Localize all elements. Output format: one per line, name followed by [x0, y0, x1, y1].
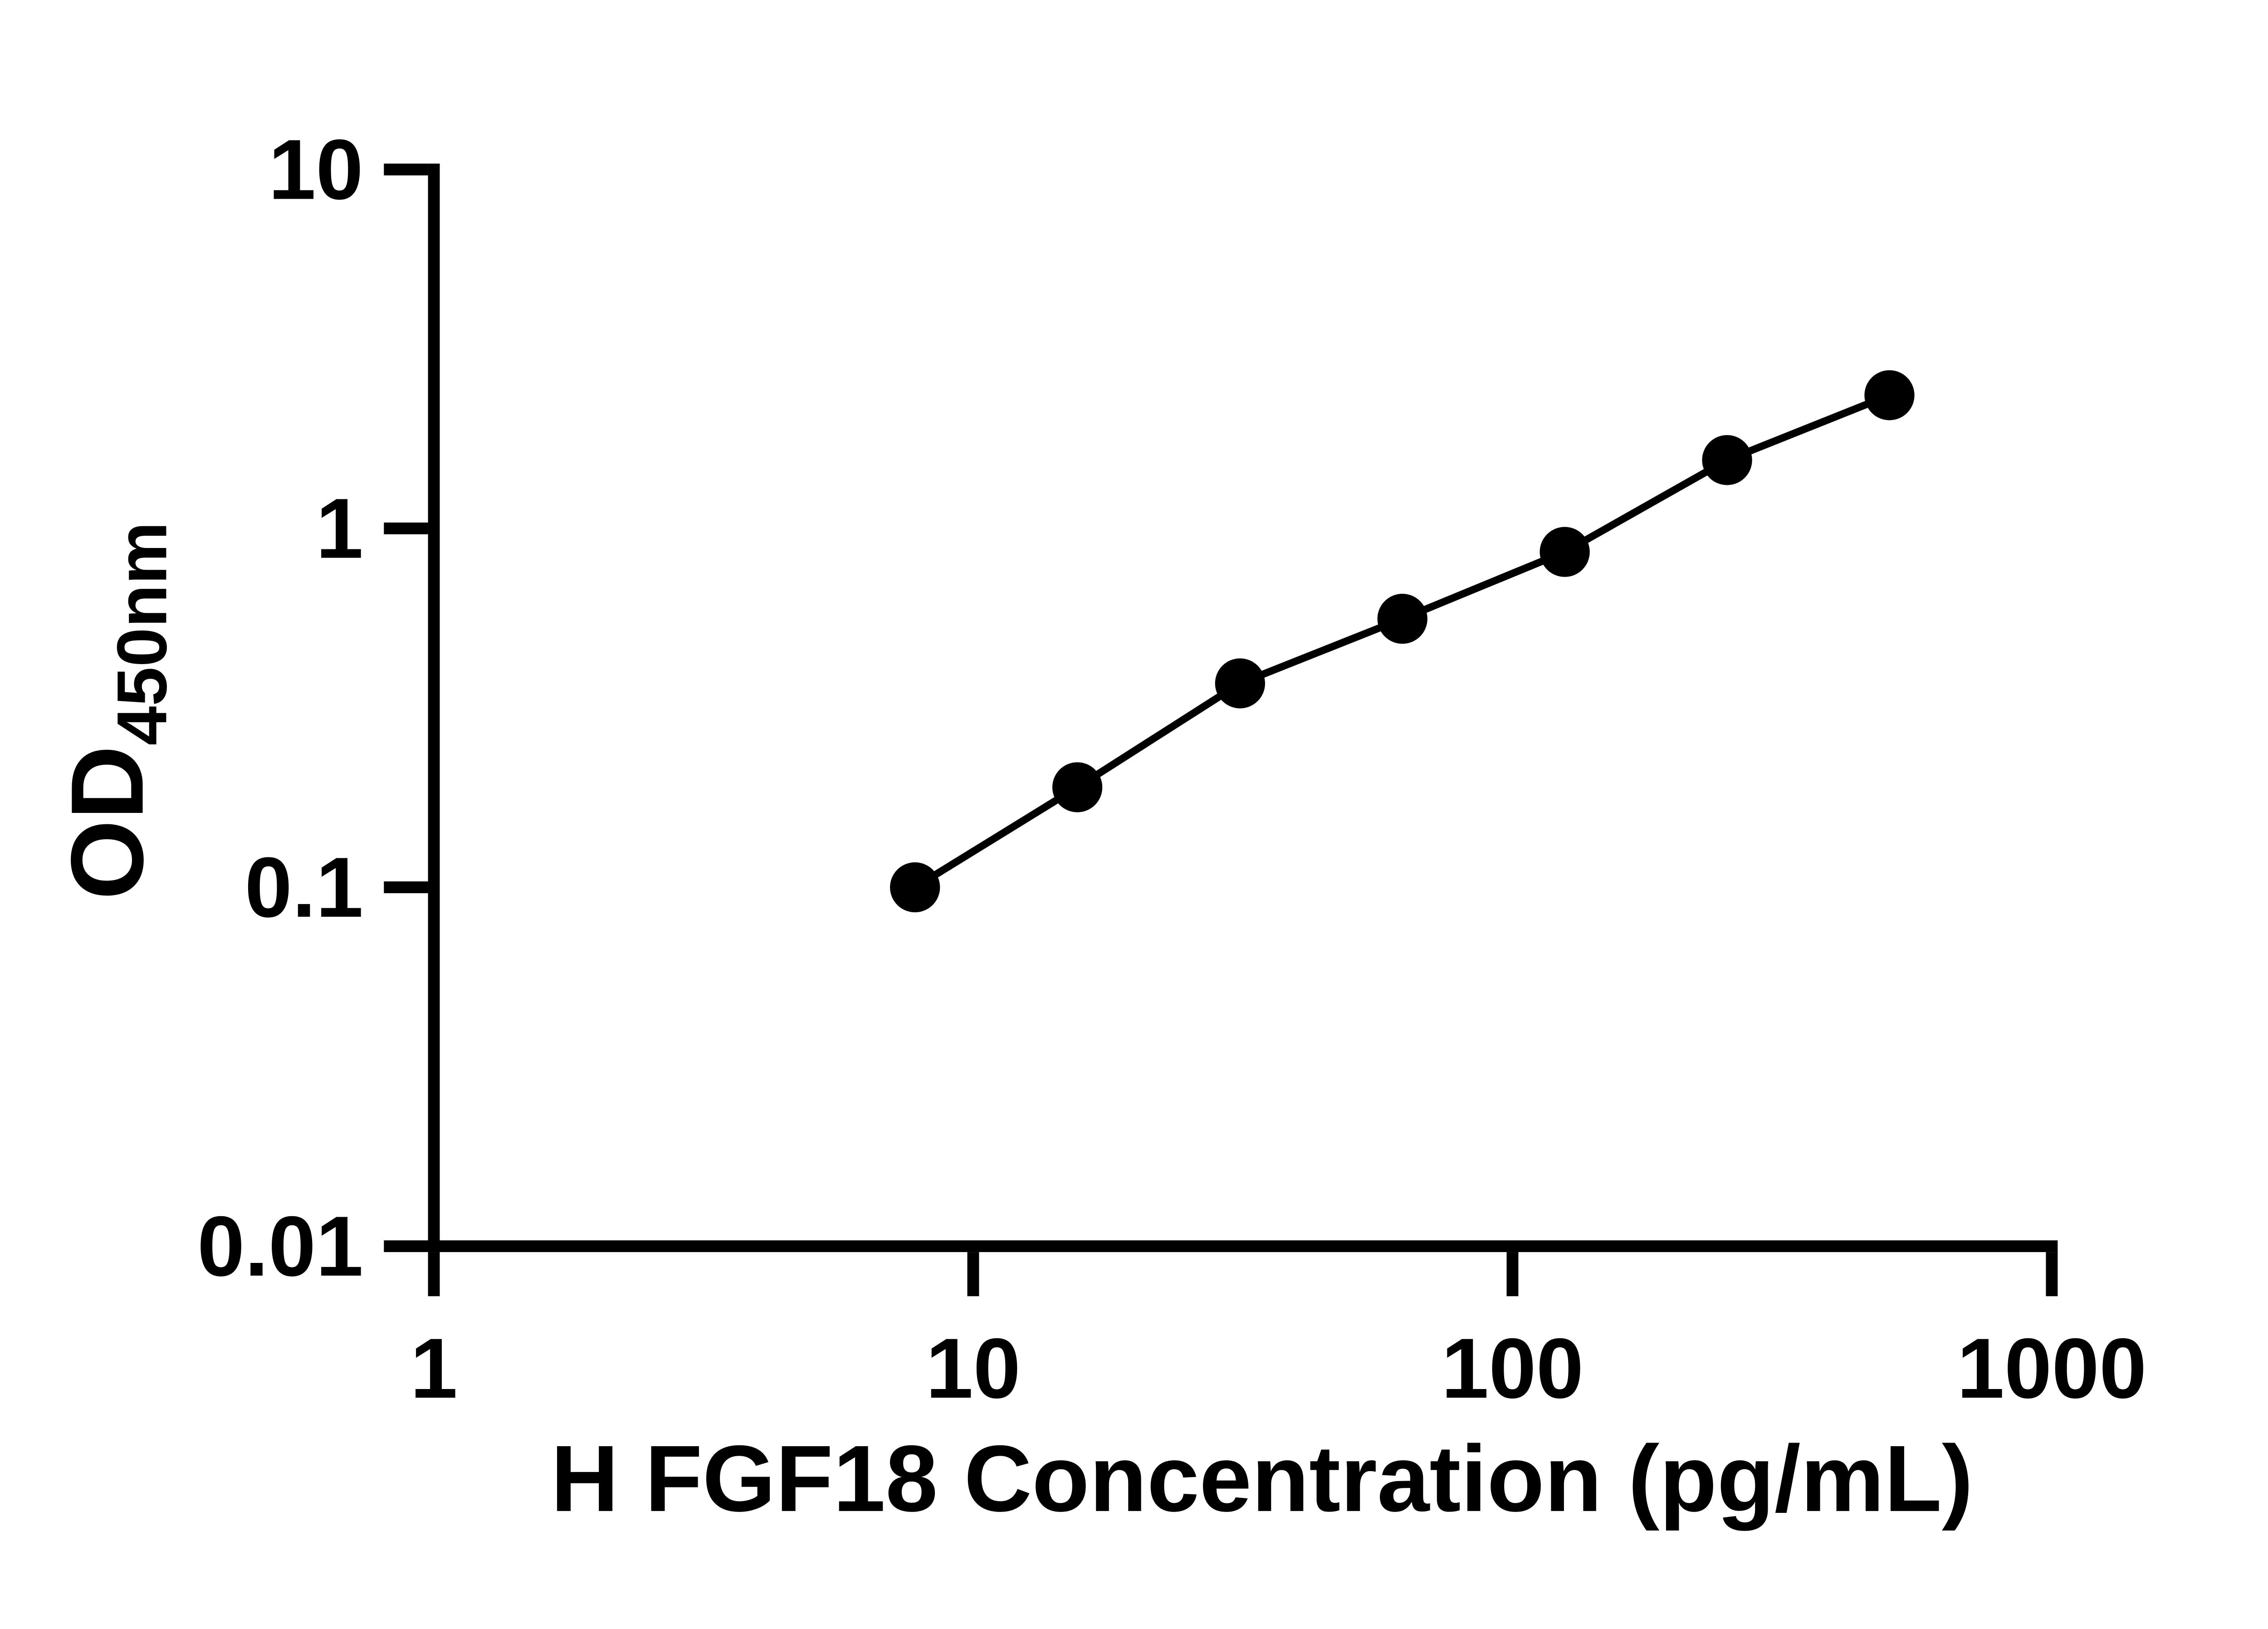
- y-axis-title-main: OD: [50, 745, 165, 900]
- y-tick-label: 0.1: [244, 840, 363, 935]
- x-tick-label: 1: [410, 1321, 458, 1416]
- x-tick-label: 1000: [1957, 1321, 2146, 1416]
- data-point: [1215, 658, 1265, 709]
- data-point: [1540, 527, 1590, 577]
- data-point: [1702, 435, 1752, 485]
- data-point: [1377, 593, 1427, 644]
- standard-curve-series: [890, 370, 1915, 913]
- y-tick-label: 0.01: [197, 1199, 363, 1294]
- x-tick-label: 100: [1442, 1321, 1584, 1416]
- axis-ticks: [384, 163, 2058, 1296]
- data-point: [1864, 370, 1915, 421]
- y-tick-label: 10: [269, 122, 363, 217]
- data-point: [890, 862, 940, 913]
- y-tick-label: 1: [316, 481, 363, 576]
- y-axis-title: OD450nm: [50, 522, 181, 900]
- x-axis-title: H FGF18 Concentration (pg/mL): [551, 1426, 1973, 1531]
- axes: [428, 163, 2058, 1252]
- data-point: [1052, 762, 1103, 812]
- y-axis-title-subscript: 450nm: [102, 522, 181, 745]
- x-tick-label: 10: [926, 1321, 1021, 1416]
- axis-tick-labels: 1 10 100 1000 0.01 0.1 1 10: [197, 122, 2147, 1416]
